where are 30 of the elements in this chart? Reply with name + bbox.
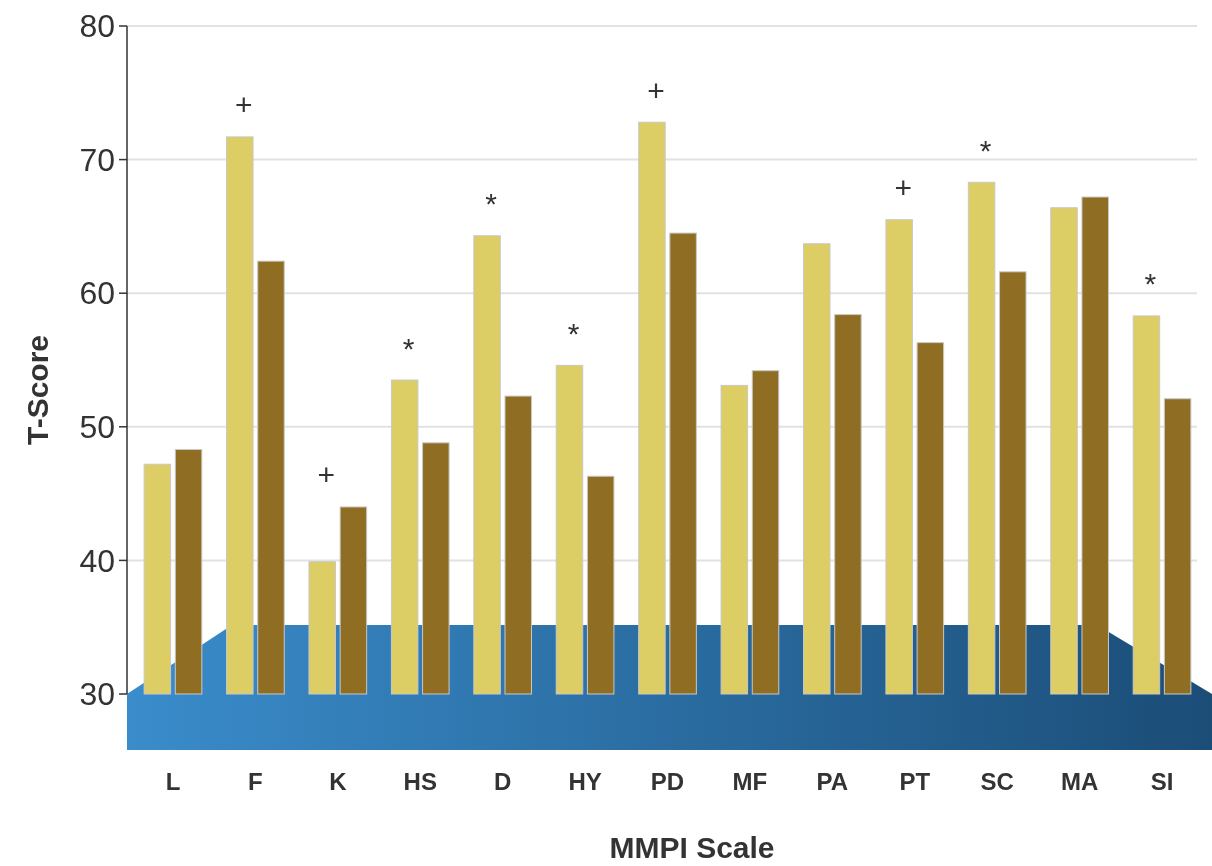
annotation: +: [235, 88, 253, 122]
x-tick-label: PT: [899, 768, 931, 795]
y-tick-label: 40: [79, 542, 115, 579]
x-tick-label: K: [329, 768, 348, 795]
x-tick-label: PD: [650, 768, 685, 795]
x-axis-title: MMPI Scale: [609, 831, 775, 864]
x-tick-label: PA: [816, 768, 849, 795]
x-tick-label: HY: [568, 768, 602, 795]
x-tick-label: MA: [1060, 768, 1099, 795]
y-axis-title: T-Score: [21, 334, 54, 446]
annotation: *: [402, 331, 415, 365]
x-tick-label: F: [248, 768, 263, 795]
x-tick-label: MF: [732, 768, 768, 795]
x-tick-label: SC: [980, 768, 1014, 795]
y-tick-label: 70: [79, 141, 115, 178]
annotation: *: [567, 316, 580, 350]
x-tick-label: HS: [403, 768, 437, 795]
y-tick-label: 50: [79, 409, 115, 445]
annotation: *: [979, 133, 992, 167]
annotation: +: [894, 171, 912, 205]
y-tick-label: 30: [79, 676, 115, 713]
annotation: *: [485, 187, 498, 221]
annotation: +: [317, 458, 335, 492]
annotation: +: [647, 73, 665, 107]
y-tick-label: 60: [79, 275, 115, 312]
x-tick-label: D: [493, 768, 512, 795]
y-tick-label: 80: [79, 8, 115, 45]
x-tick-label: L: [165, 768, 181, 795]
annotation: *: [1144, 267, 1157, 301]
x-tick-label: SI: [1150, 768, 1174, 795]
